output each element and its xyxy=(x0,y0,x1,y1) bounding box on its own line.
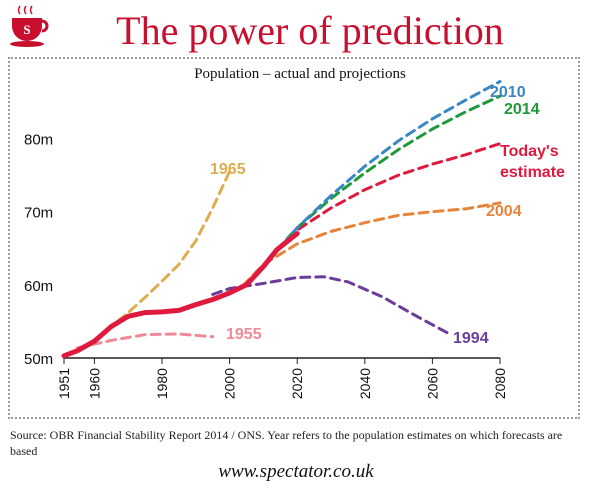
x-tick-label: 2000 xyxy=(222,368,238,399)
x-tick-label: 2080 xyxy=(492,368,508,399)
series-line-1955 xyxy=(76,332,215,350)
headline: The power of prediction xyxy=(116,8,504,53)
series-label: 2010 xyxy=(490,84,526,101)
saucer-icon xyxy=(10,41,44,47)
chart-frame xyxy=(8,57,580,419)
series-line-1965 xyxy=(92,169,232,342)
steam-icon xyxy=(17,5,33,15)
y-tick-label: 50m xyxy=(24,351,53,368)
steaming-cup-logo-icon: S xyxy=(10,5,49,47)
y-tick-label: 60m xyxy=(24,278,53,295)
footer-url: www.spectator.co.uk xyxy=(218,461,374,482)
cup-body-icon xyxy=(12,18,42,41)
chart-series xyxy=(61,80,502,359)
chart-axes: 50m 60m 70m 80m 1951 1960 1980 2000 2020 2040 2060… xyxy=(24,132,508,400)
series-label: 1955 xyxy=(226,326,262,343)
series-label: Today's xyxy=(500,143,559,160)
x-tick-label: 2040 xyxy=(357,368,373,399)
population-line-chart: Population – actual and projections 50m 6… xyxy=(24,66,565,400)
series-line-today-s-estimate xyxy=(275,142,502,252)
series-label: 1994 xyxy=(453,330,489,347)
series-line-actual xyxy=(61,231,300,359)
cup-handle-icon xyxy=(41,19,49,33)
series-label: 2004 xyxy=(486,203,522,220)
x-tick-label: 1960 xyxy=(86,368,102,399)
x-tick-label: 1951 xyxy=(56,368,72,399)
x-tick-label: 1980 xyxy=(154,368,170,399)
series-label: estimate xyxy=(500,164,565,181)
series-line-2014 xyxy=(275,94,502,252)
series-line-2004 xyxy=(241,201,502,288)
x-tick-label: 2060 xyxy=(424,368,440,399)
x-tick-label: 2020 xyxy=(289,368,305,399)
series-line-2010 xyxy=(261,80,502,269)
chart-title: Population – actual and projections xyxy=(194,66,406,82)
series-label: 2014 xyxy=(504,101,540,118)
y-tick-label: 80m xyxy=(24,132,53,149)
y-tick-label: 70m xyxy=(24,205,53,222)
series-label: 1965 xyxy=(210,161,246,178)
cup-letter-s: S xyxy=(23,22,30,37)
source-note: Source: OBR Financial Stability Report 2… xyxy=(10,428,563,458)
